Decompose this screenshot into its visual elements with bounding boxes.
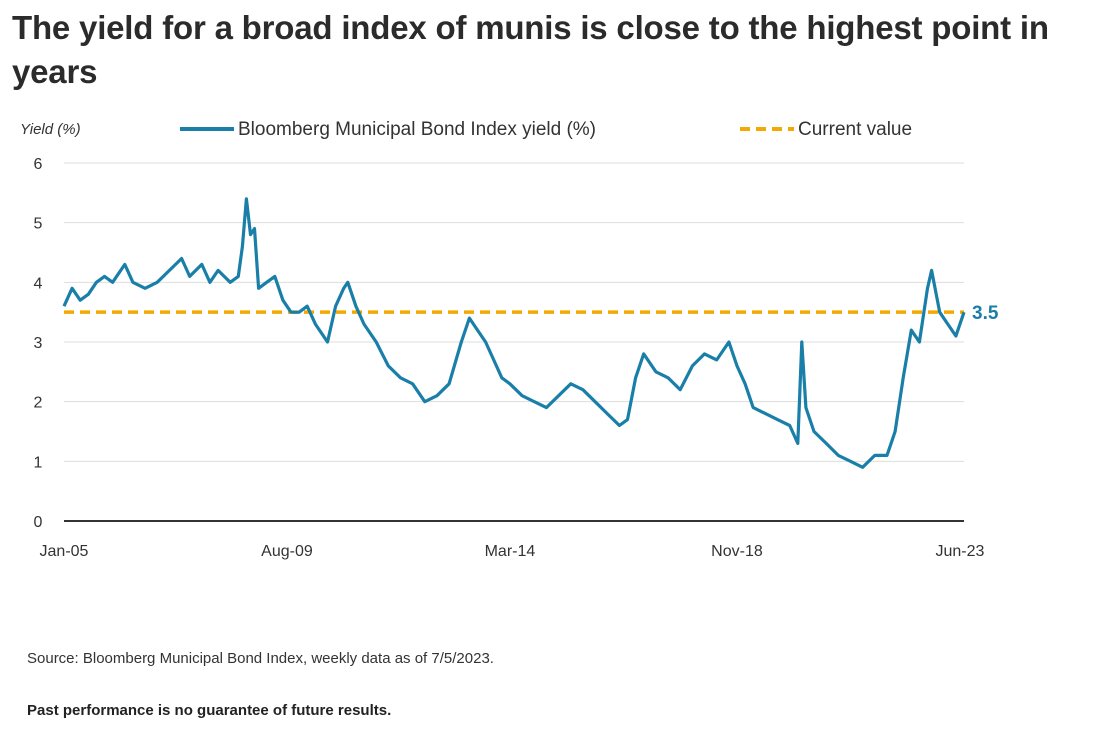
x-tick-label: Nov-18 [711,543,763,560]
y-axis-label: Yield (%) [20,121,81,138]
disclaimer: Past performance is no guarantee of futu… [27,702,392,719]
y-tick-label: 2 [34,395,43,412]
current-value-label: 3.5 [972,303,999,324]
y-tick-label: 0 [34,514,43,531]
x-axis-ticks: Jan-05 Aug-09 Mar-14 Nov-18 Jun-23 [40,543,985,560]
x-tick-label: Aug-09 [261,543,313,560]
gridlines [64,162,964,462]
source-note: Source: Bloomberg Municipal Bond Index, … [27,650,494,667]
legend: Bloomberg Municipal Bond Index yield (%)… [180,119,912,140]
y-tick-label: 1 [34,454,43,471]
legend-label-current: Current value [798,119,912,140]
x-tick-label: Jan-05 [40,543,89,560]
legend-label-yield: Bloomberg Municipal Bond Index yield (%) [238,119,596,140]
y-tick-label: 3 [34,335,43,352]
chart-title: The yield for a broad index of munis is … [12,9,1049,90]
y-tick-label: 5 [34,216,43,233]
x-tick-label: Jun-23 [935,543,984,560]
yield-series-line [62,197,966,469]
y-tick-label: 6 [34,156,43,173]
x-tick-label: Mar-14 [485,543,536,560]
y-tick-label: 4 [34,275,43,292]
y-axis-ticks: 0 1 2 3 4 5 6 [34,156,43,531]
